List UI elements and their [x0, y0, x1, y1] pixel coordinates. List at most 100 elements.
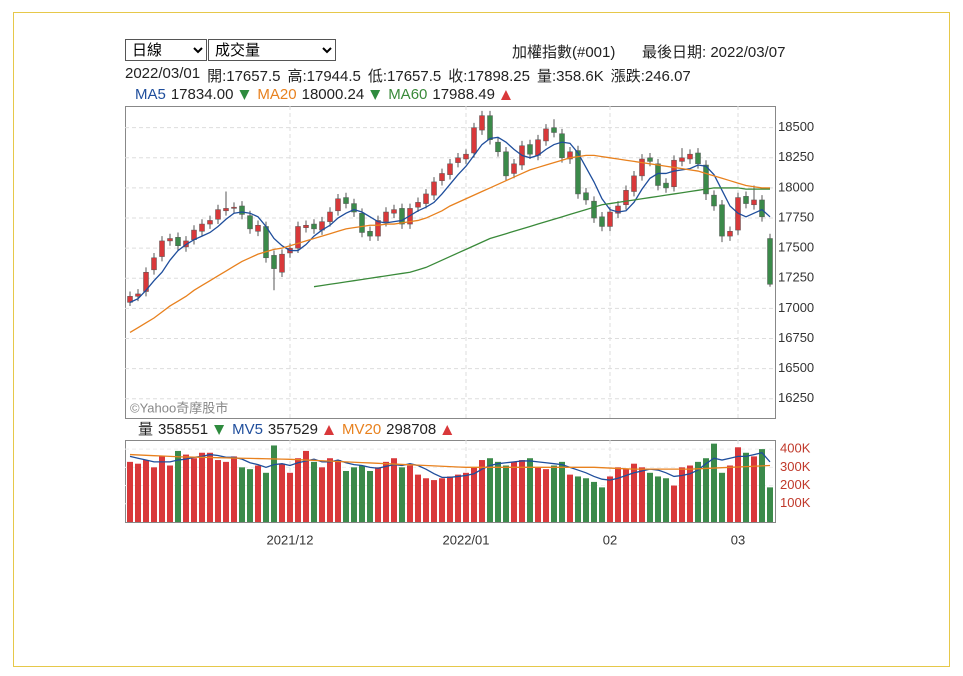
volume-bar: [279, 463, 285, 522]
trend-arrow: [442, 425, 453, 435]
candle-body: [399, 208, 405, 225]
volume-bar: [215, 460, 221, 522]
candle-body: [255, 225, 261, 232]
volume-bar: [519, 460, 525, 522]
candle-body: [719, 204, 725, 237]
volume-bar: [727, 465, 733, 522]
volume-bar: [367, 470, 373, 522]
volume-bar: [663, 478, 669, 522]
volume-bar: [223, 461, 229, 522]
volume-bar: [479, 460, 485, 522]
y-tick-label: 16500: [778, 360, 814, 375]
candle-body: [615, 205, 621, 214]
legend-name: MA60: [388, 86, 427, 103]
volume-bar: [679, 467, 685, 522]
volume-bar: [543, 469, 549, 522]
candle-body: [663, 182, 669, 189]
y-tick-label: 17500: [778, 240, 814, 255]
candle-body: [351, 203, 357, 213]
volume-bar: [431, 480, 437, 522]
candle-body: [383, 211, 389, 222]
y-tick-label: 17000: [778, 300, 814, 315]
index-name: 加權指數(#001): [512, 44, 616, 61]
volume-bar: [743, 452, 749, 522]
candle-body: [607, 211, 613, 227]
candle-body: [263, 226, 269, 259]
candle-body: [559, 133, 565, 159]
last-date: 最後日期: 2022/03/07: [642, 44, 786, 61]
candle-body: [463, 153, 469, 160]
candle-body: [631, 175, 637, 192]
trend-arrow: [500, 90, 511, 100]
x-tick-label: 2021/12: [267, 532, 314, 547]
candle-body: [623, 190, 629, 206]
volume-bar: [695, 461, 701, 522]
volume-bar: [271, 445, 277, 522]
candle-body: [311, 223, 317, 230]
volume-bar: [495, 461, 501, 522]
y-tick-label: 400K: [780, 441, 811, 456]
quote-item: 漲跌:246.07: [610, 68, 691, 85]
legend-name: MA5: [135, 86, 166, 103]
volume-bar: [631, 463, 637, 522]
y-tick-label: 200K: [780, 477, 811, 492]
candle-body: [215, 209, 221, 220]
candle-body: [591, 200, 597, 219]
candle-body: [439, 173, 445, 181]
quote-item: 2022/03/01: [125, 65, 201, 82]
volume-bar: [583, 478, 589, 522]
volume-bar: [711, 443, 717, 522]
volume-bar: [375, 467, 381, 522]
candle-body: [335, 198, 341, 212]
volume-bar: [151, 467, 157, 522]
x-tick-label: 02: [603, 532, 617, 547]
candle-body: [727, 231, 733, 237]
candle-body: [583, 192, 589, 201]
candle-body: [207, 220, 213, 225]
volume-bar: [439, 478, 445, 522]
x-tick-label: 2022/01: [443, 532, 490, 547]
candle-body: [135, 293, 141, 297]
candle-body: [151, 257, 157, 271]
candle-body: [391, 209, 397, 214]
quote-item: 收:17898.25: [448, 68, 530, 85]
candle-body: [367, 231, 373, 237]
candle-body: [599, 216, 605, 227]
volume-bar: [287, 472, 293, 522]
candle-body: [575, 150, 581, 195]
candle-body: [279, 253, 285, 273]
volume-bar: [351, 467, 357, 522]
volume-bar: [591, 481, 597, 522]
candle-body: [223, 208, 229, 212]
quote-item: 低:17657.5: [367, 68, 442, 85]
volume-bar: [599, 487, 605, 522]
volume-bar: [527, 458, 533, 522]
volume-bar: [183, 454, 189, 522]
volume-bar: [407, 465, 413, 522]
volume-bar: [575, 476, 581, 522]
candle-body: [175, 237, 181, 246]
candle-body: [167, 238, 173, 242]
volume-bar: [335, 460, 341, 522]
volume-bar: [175, 450, 181, 522]
period-select[interactable]: 日線: [125, 39, 207, 61]
average-line: [129, 154, 770, 334]
volume-bar: [167, 465, 173, 522]
indicator-select[interactable]: 成交量: [208, 39, 336, 61]
volume-bar: [311, 461, 317, 522]
volume-bar: [703, 458, 709, 522]
candle-body: [375, 220, 381, 237]
volume-bar: [687, 465, 693, 522]
volume-bar: [607, 476, 613, 522]
quote-item: 高:17944.5: [287, 68, 361, 85]
candle-body: [199, 223, 205, 232]
candle-body: [711, 194, 717, 207]
legend-name: MV5: [232, 421, 263, 438]
volume-bar: [319, 467, 325, 522]
volume-bar: [503, 465, 509, 522]
volume-bar: [255, 465, 261, 522]
candle-body: [447, 163, 453, 175]
volume-bar: [231, 456, 237, 522]
y-tick-label: 18500: [778, 119, 814, 134]
